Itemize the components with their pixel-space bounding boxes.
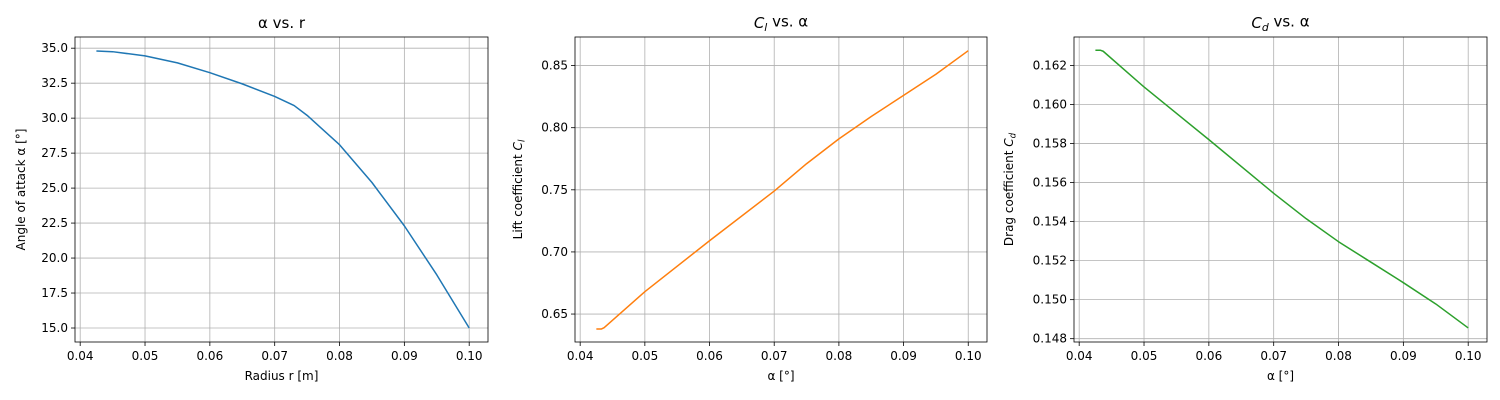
y-tick-label: 0.85 [541,59,568,73]
axes-frame [74,36,489,343]
y-tick-label: 30.0 [41,111,68,125]
x-tick-label: 0.04 [67,349,94,363]
x-tick-label: 0.07 [261,349,288,363]
y-tick-label: 0.80 [541,121,568,135]
y-tick-label: 0.65 [541,307,568,321]
series-line [96,50,470,329]
chart-title: α vs. r [258,14,306,32]
x-axis-label: α [°] [767,369,794,383]
x-tick-label: 0.09 [1390,349,1417,363]
chart-panel-1: 0.04 0.05 0.06 0.07 0.08 0.09 0.10 15.0 17.5 20.0… [14,14,489,383]
y-tick-label: 0.156 [1033,176,1067,190]
y-tick-label: 0.160 [1033,98,1067,112]
x-tick-label: 0.10 [456,349,483,363]
x-tick-label: 0.08 [826,349,853,363]
y-tick-label: 0.152 [1033,254,1067,268]
y-tick-label: 0.154 [1033,215,1067,229]
y-axis-label: Lift coefficient Cl [511,139,528,239]
x-tick-label: 0.04 [567,349,594,363]
x-tick-label: 0.05 [1131,349,1158,363]
y-tick-label: 0.162 [1033,58,1067,72]
x-tick-label: 0.06 [196,349,223,363]
x-tick-label: 0.04 [1066,349,1093,363]
x-tick-label: 0.10 [955,349,982,363]
x-axis-label: Radius r [m] [245,369,319,383]
y-tick-label: 32.5 [41,76,68,90]
y-tick-label: 22.5 [41,216,68,230]
y-tick-label: 17.5 [41,286,68,300]
x-tick-label: 0.05 [132,349,159,363]
axes-frame [574,36,988,343]
y-tick-label: 0.150 [1033,293,1067,307]
chart-panel-3: 0.04 0.05 0.06 0.07 0.08 0.09 0.10 0.148 0.150 0.… [1002,13,1488,383]
x-tick-label: 0.07 [761,349,788,363]
y-tick-label: 20.0 [41,251,68,265]
x-tick-label: 0.06 [696,349,723,363]
x-tick-label: 0.08 [1325,349,1352,363]
y-tick-label: 0.158 [1033,137,1067,151]
x-tick-label: 0.10 [1455,349,1482,363]
y-tick-label: 35.0 [41,41,68,55]
y-tick-label: 0.70 [541,245,568,259]
x-tick-label: 0.06 [1195,349,1222,363]
x-tick-label: 0.08 [326,349,353,363]
chart-panel-2: 0.04 0.05 0.06 0.07 0.08 0.09 0.10 0.65 0.70 0.75… [511,13,988,383]
y-axis-label: Drag coefficient Cd [1002,132,1019,246]
chart-title: Cd vs. α [1251,13,1309,34]
x-tick-label: 0.07 [1260,349,1287,363]
y-tick-label: 15.0 [41,321,68,335]
x-tick-label: 0.09 [890,349,917,363]
axes-frame [1073,36,1488,343]
y-tick-label: 0.75 [541,183,568,197]
x-tick-label: 0.09 [391,349,418,363]
y-axis-label: Angle of attack α [°] [14,129,28,251]
x-axis-label: α [°] [1267,369,1294,383]
series-line [596,50,969,330]
y-tick-label: 27.5 [41,146,68,160]
chart-title: Cl vs. α [754,13,808,34]
y-tick-label: 0.148 [1033,332,1067,346]
series-line [1095,49,1469,329]
x-tick-label: 0.05 [631,349,658,363]
y-tick-label: 25.0 [41,181,68,195]
